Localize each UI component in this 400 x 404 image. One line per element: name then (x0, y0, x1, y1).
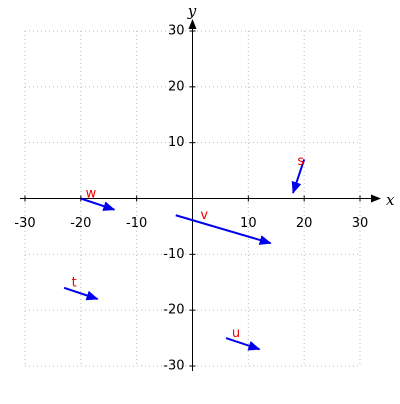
vector-label: t (72, 276, 77, 291)
vector-arrow (63, 286, 99, 301)
vector-arrow (80, 197, 116, 211)
y-tick-label: 20 (168, 79, 185, 94)
vector-arrow (175, 214, 272, 245)
y-axis-label: y (187, 2, 197, 20)
vector-label: u (232, 326, 240, 341)
x-tick-label: 30 (352, 216, 369, 231)
y-tick-label: 10 (168, 135, 185, 150)
vector-label: s (297, 154, 304, 169)
x-tick-label: -10 (126, 216, 147, 231)
x-tick-label: 10 (240, 216, 257, 231)
x-tick-label: -20 (70, 216, 91, 231)
x-axis-label: x (386, 191, 395, 209)
vector-label: v (200, 208, 208, 223)
vector-arrow (225, 337, 261, 351)
y-tick-label: 30 (168, 24, 185, 39)
x-tick-label: 20 (296, 216, 313, 231)
vector-arrow (291, 159, 306, 194)
y-tick-label: -30 (163, 359, 184, 374)
vector-label: w (86, 186, 97, 201)
y-tick-label: -10 (163, 247, 184, 262)
x-tick-label: -30 (14, 216, 35, 231)
y-tick-label: -20 (163, 303, 184, 318)
